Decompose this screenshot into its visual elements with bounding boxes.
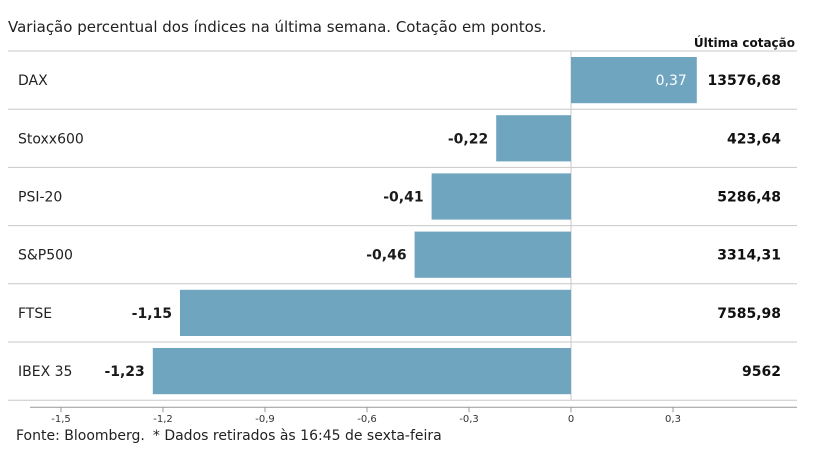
x-tick-label: -0,3 — [459, 414, 479, 425]
category-label: Stoxx600 — [18, 131, 84, 147]
time-note: * Dados retirados às 16:45 de sexta-feir… — [152, 428, 442, 444]
last-quote-value: 423,64 — [727, 131, 781, 147]
value-label: -0,22 — [448, 131, 488, 147]
chart-footer: Fonte: Bloomberg. * Dados retirados às 16… — [16, 428, 450, 444]
category-label: PSI-20 — [18, 190, 62, 206]
chart-subtitle: Variação percentual dos índices na últim… — [8, 18, 547, 36]
bar — [431, 173, 571, 220]
value-label: -1,15 — [132, 306, 172, 322]
value-label: 0,37 — [656, 73, 687, 89]
x-tick-label: -0,9 — [255, 414, 275, 425]
bar — [180, 289, 571, 336]
source-note: Fonte: Bloomberg. — [16, 428, 145, 444]
x-tick-label: 0 — [568, 414, 574, 425]
category-label: S&P500 — [18, 248, 73, 264]
category-label: IBEX 35 — [18, 364, 72, 380]
category-label: FTSE — [18, 306, 52, 322]
last-quote-value: 5286,48 — [717, 190, 781, 206]
bar — [414, 231, 571, 278]
x-tick-label: -1,5 — [51, 414, 71, 425]
last-quote-value: 7585,98 — [717, 306, 781, 322]
x-tick-label: -0,6 — [357, 414, 377, 425]
bar — [571, 57, 697, 104]
last-quote-value: 9562 — [742, 364, 781, 380]
x-tick-label: 0,3 — [665, 414, 681, 425]
bar — [152, 348, 572, 395]
bar — [496, 115, 571, 162]
value-label: -0,41 — [383, 190, 423, 206]
value-label: -0,46 — [366, 248, 406, 264]
x-tick-label: -1,2 — [153, 414, 173, 425]
last-quote-header: Última cotação — [693, 36, 795, 50]
last-quote-value: 13576,68 — [707, 73, 781, 89]
category-label: DAX — [18, 73, 48, 89]
bar-chart: DAX 0,37 13576,68 Stoxx600 -0,22 423,64 PSI-20… — [8, 50, 797, 425]
value-label: -1,23 — [104, 364, 144, 380]
last-quote-value: 3314,31 — [717, 248, 781, 264]
